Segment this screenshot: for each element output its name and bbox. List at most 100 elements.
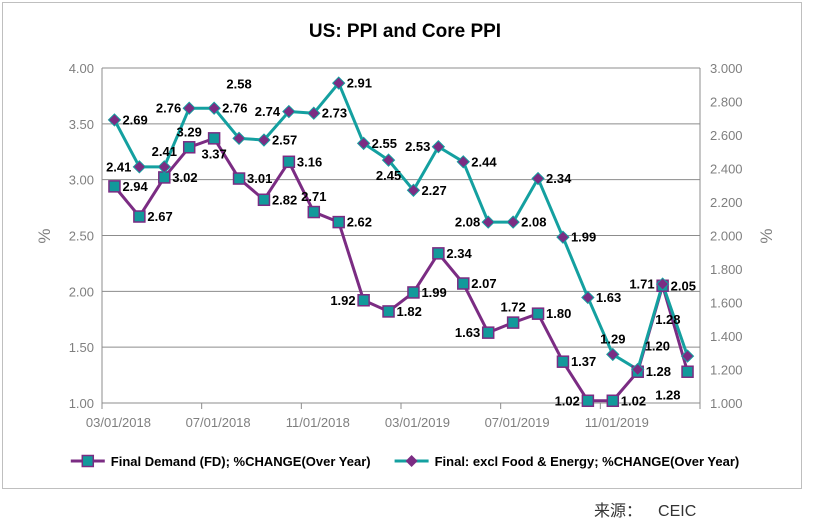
data-label: 2.67 xyxy=(147,209,172,224)
data-label: 2.73 xyxy=(322,106,347,121)
source-note: 来源： CEIC xyxy=(594,497,696,521)
data-label: 2.41 xyxy=(152,144,177,159)
data-point-diamond xyxy=(132,160,147,174)
data-point-diamond xyxy=(207,101,221,115)
data-label: 2.69 xyxy=(122,112,147,127)
data-point-square xyxy=(457,277,470,290)
data-point-diamond xyxy=(481,215,495,229)
legend-label: Final: excl Food & Energy; %CHANGE(Over … xyxy=(435,454,740,469)
y-tick-left: 3.50 xyxy=(69,117,94,132)
data-label: 1.28 xyxy=(655,388,680,403)
legend-marker-diamond xyxy=(405,455,418,467)
data-label: 3.29 xyxy=(177,124,202,139)
data-point-square xyxy=(282,155,296,169)
data-label: 2.76 xyxy=(156,101,181,116)
data-label: 2.82 xyxy=(272,192,297,207)
data-label: 1.72 xyxy=(500,300,525,315)
data-point-diamond xyxy=(107,113,122,127)
data-label: 2.58 xyxy=(226,76,251,91)
x-tick-label: 07/01/2018 xyxy=(186,415,251,430)
data-point-square xyxy=(108,180,121,193)
data-point-square xyxy=(232,172,246,185)
y-tick-right: 2.000 xyxy=(710,229,743,244)
y-tick-left: 1.50 xyxy=(69,340,94,355)
y-tick-right: 1.600 xyxy=(710,296,743,311)
data-point-diamond xyxy=(556,230,570,244)
data-point-diamond xyxy=(332,76,346,90)
legend-label: Final Demand (FD); %CHANGE(Over Year) xyxy=(111,454,371,469)
data-label: 1.28 xyxy=(655,312,680,327)
data-label: 1.63 xyxy=(455,325,480,340)
data-point-diamond xyxy=(157,160,171,174)
data-label: 1.29 xyxy=(600,331,625,346)
y-tick-right: 1.400 xyxy=(710,329,743,344)
data-label: 1.80 xyxy=(546,306,571,321)
x-tick-label: 03/01/2018 xyxy=(86,415,151,430)
legend-item-0: Final Demand (FD); %CHANGE(Over Year) xyxy=(70,454,371,469)
data-label: 2.76 xyxy=(222,101,247,116)
data-point-square xyxy=(581,394,595,408)
data-point-diamond xyxy=(182,101,196,115)
data-point-diamond xyxy=(257,133,271,147)
data-label: 1.28 xyxy=(646,364,671,379)
data-label: 2.62 xyxy=(347,215,372,230)
data-point-square xyxy=(307,205,321,219)
data-point-square xyxy=(382,305,395,318)
data-point-square xyxy=(407,286,420,299)
data-point-diamond xyxy=(381,153,396,167)
y-tick-right: 3.000 xyxy=(710,61,743,76)
data-point-diamond xyxy=(655,277,670,291)
data-point-square xyxy=(158,171,171,184)
data-point-square xyxy=(531,307,545,320)
data-point-diamond xyxy=(531,171,545,186)
data-label: 2.07 xyxy=(471,276,496,291)
data-point-square xyxy=(207,132,221,145)
data-label: 3.02 xyxy=(172,170,197,185)
data-point-diamond xyxy=(356,136,371,151)
y-tick-right: 2.600 xyxy=(710,128,743,143)
data-point-diamond xyxy=(631,362,645,377)
data-label: 2.55 xyxy=(372,136,397,151)
data-label: 1.37 xyxy=(571,354,596,369)
data-point-diamond xyxy=(307,106,321,120)
y-tick-right: 1.800 xyxy=(710,262,743,277)
y-tick-right: 2.400 xyxy=(710,162,743,177)
data-point-square xyxy=(432,247,445,260)
y-tick-right: 2.200 xyxy=(710,195,743,210)
data-label: 1.99 xyxy=(571,230,596,245)
legend-item-1: Final: excl Food & Energy; %CHANGE(Over … xyxy=(394,454,740,469)
data-label: 2.41 xyxy=(106,159,131,174)
y-tick-left: 2.00 xyxy=(69,284,94,299)
data-point-diamond xyxy=(456,155,470,169)
data-point-square xyxy=(357,294,370,307)
x-tick-label: 03/01/2019 xyxy=(385,415,450,430)
data-label: 1.92 xyxy=(330,293,355,308)
y-tick-right: 1.000 xyxy=(710,396,743,411)
data-point-diamond xyxy=(406,183,421,197)
data-label: 2.57 xyxy=(272,133,297,148)
data-label: 3.01 xyxy=(247,171,272,186)
data-point-diamond xyxy=(581,290,595,305)
y-axis-title-right: % xyxy=(757,228,776,243)
data-label: 2.44 xyxy=(471,154,497,169)
legend-marker-square xyxy=(81,454,95,468)
data-point-diamond xyxy=(431,140,446,154)
data-point-square xyxy=(606,394,620,408)
data-point-diamond xyxy=(282,104,296,119)
data-label: 3.16 xyxy=(297,154,322,169)
data-label: 2.08 xyxy=(455,215,480,230)
chart-title: US: PPI and Core PPI xyxy=(308,21,502,42)
data-point-square xyxy=(681,365,694,378)
data-point-square xyxy=(257,193,271,207)
data-point-diamond xyxy=(680,349,695,363)
source-value: CEIC xyxy=(658,503,697,520)
data-point-diamond xyxy=(606,347,620,362)
x-tick-label: 07/01/2019 xyxy=(485,415,550,430)
data-label: 1.02 xyxy=(621,393,646,408)
data-label: 2.45 xyxy=(376,168,401,183)
chart-frame xyxy=(2,2,802,489)
data-label: 1.82 xyxy=(397,304,422,319)
data-label: 1.99 xyxy=(421,285,446,300)
y-tick-left: 3.00 xyxy=(69,173,94,188)
data-label: 1.63 xyxy=(596,290,621,305)
